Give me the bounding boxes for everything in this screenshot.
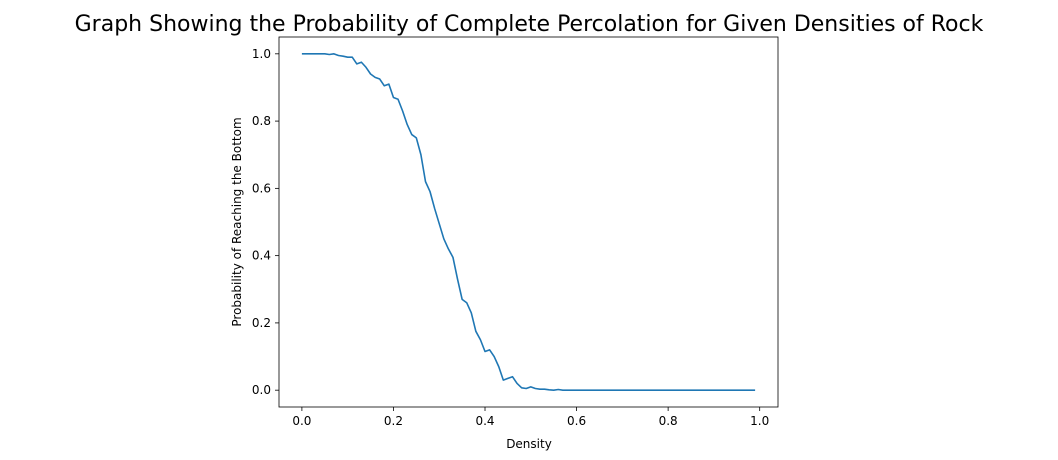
x-tick-label: 0.4	[475, 414, 494, 428]
y-tick-label: 0.4	[252, 249, 271, 263]
y-axis: 0.0 0.2 0.4 0.6 0.8 1.0	[252, 47, 279, 397]
y-tick-label: 0.6	[252, 181, 271, 195]
x-tick-label: 1.0	[750, 414, 769, 428]
plot-area: 0.0 0.2 0.4 0.6 0.8 1.0 0.0 0.2 0.4 0.6 0.8 1.0	[252, 36, 779, 428]
x-axis: 0.0 0.2 0.4 0.6 0.8 1.0	[292, 407, 769, 428]
x-tick-label: 0.2	[384, 414, 403, 428]
chart-title: Graph Showing the Probability of Complet…	[75, 12, 984, 37]
x-tick-label: 0.0	[292, 414, 311, 428]
plot-frame	[278, 36, 779, 408]
x-axis-label: Density	[506, 437, 552, 451]
y-tick-label: 1.0	[252, 47, 271, 61]
series-line	[301, 53, 756, 391]
y-tick-label: 0.0	[252, 383, 271, 397]
x-tick-label: 0.8	[659, 414, 678, 428]
x-tick-label: 0.6	[567, 414, 586, 428]
y-tick-label: 0.8	[252, 114, 271, 128]
y-tick-label: 0.2	[252, 316, 271, 330]
y-axis-label: Probability of Reaching the Bottom	[230, 117, 244, 326]
series-layer	[301, 53, 756, 391]
